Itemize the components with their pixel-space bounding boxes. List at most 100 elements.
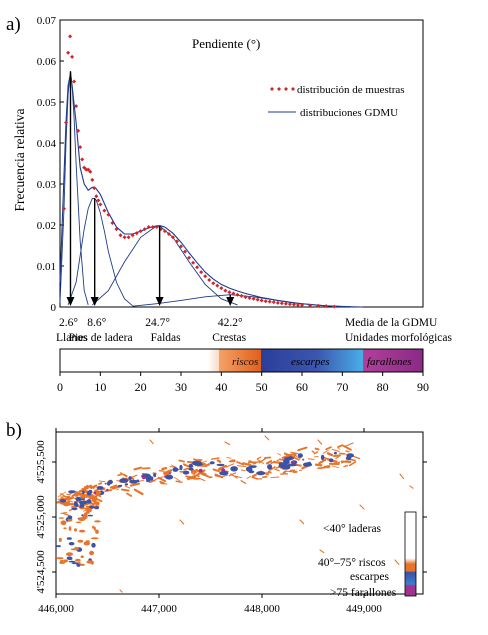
left-lobe-patch — [91, 560, 94, 565]
sample-point — [223, 288, 228, 293]
riscos-patch — [161, 466, 168, 471]
sample-point — [66, 50, 71, 55]
escarpes-patch — [86, 499, 92, 504]
escarpes-patch — [278, 463, 288, 469]
unit-label-1: Pies de ladera — [69, 332, 133, 344]
panel-a-frame — [59, 19, 424, 308]
escarpes-patch — [248, 470, 255, 474]
riscos-patch — [124, 485, 130, 489]
riscos-patch — [290, 451, 299, 455]
escarpes-patch — [188, 463, 193, 468]
left-lobe-patch — [83, 512, 88, 517]
sample-point — [114, 227, 119, 232]
sample-point — [203, 274, 208, 279]
riscos-patch — [341, 460, 348, 464]
left-lobe-patch — [68, 490, 76, 494]
color-scale-bar: riscos escarpes farallones — [59, 348, 424, 373]
speck — [319, 549, 325, 554]
riscos-patch — [228, 472, 237, 477]
riscos-patch — [86, 484, 93, 489]
scale-tick-label: 0 — [57, 380, 63, 394]
scale-riscos — [219, 349, 261, 372]
riscos-patch — [345, 450, 350, 453]
sample-point — [68, 34, 73, 39]
riscos-patch — [272, 461, 282, 464]
sample-point — [179, 244, 183, 249]
left-lobe-patch — [68, 526, 72, 531]
speck — [264, 435, 270, 441]
map-y-tick-label: 4'525,000 — [35, 495, 47, 539]
map-axis-ticks: 446,000 447,000 448,000 449,000 4'524,500 4'5… — [35, 428, 427, 615]
riscos-patch — [93, 493, 102, 498]
riscos-patch — [226, 457, 232, 459]
legend-sample-marker — [270, 87, 274, 91]
left-lobe-patch — [94, 506, 100, 510]
sample-point — [154, 225, 159, 230]
sample-point — [166, 232, 171, 237]
sample-point — [98, 202, 103, 207]
farallones-patch — [302, 458, 305, 461]
sample-point — [126, 235, 131, 240]
left-lobe-patch — [87, 514, 94, 517]
left-lobe-patch — [85, 510, 90, 514]
riscos-patch — [317, 466, 327, 470]
scale-tick-label: 50 — [256, 380, 268, 394]
riscos-patch — [248, 460, 257, 465]
left-lobe-patch — [56, 545, 61, 548]
panel-a-legend: distribución de muestras distribuciones … — [268, 84, 405, 119]
sample-point — [275, 300, 280, 305]
riscos-patch — [256, 456, 262, 460]
sample-point — [207, 277, 212, 282]
scale-tick-label: 80 — [377, 380, 389, 394]
riscos-patch — [337, 448, 341, 450]
riscos-patch — [117, 473, 122, 477]
sample-point — [215, 283, 220, 288]
escarpes-patch — [297, 453, 303, 458]
escarpes-patch — [96, 486, 104, 490]
riscos-patch — [345, 442, 354, 447]
sample-point — [72, 79, 77, 84]
escarpes-patch — [188, 467, 194, 471]
sample-point — [191, 260, 196, 265]
left-lobe-patch — [90, 537, 99, 540]
riscos-patch — [234, 475, 243, 479]
sample-point — [76, 128, 81, 133]
riscos-patch — [60, 493, 67, 498]
escarpes-patch — [86, 490, 92, 496]
sample-point — [231, 291, 236, 296]
mean-value-0: 2.6° — [59, 317, 78, 329]
y-tick-label: 0.02 — [37, 220, 56, 232]
riscos-patch — [348, 460, 357, 467]
riscos-patch — [173, 476, 181, 482]
riscos-patch — [214, 474, 221, 478]
escarpes-patch — [172, 467, 179, 472]
riscos-patch — [204, 463, 211, 468]
riscos-patch — [343, 464, 349, 468]
riscos-patch — [276, 458, 281, 462]
riscos-patch — [265, 460, 273, 465]
map-panel: <40° laderas 40°–75° riscos escarpes >75… — [55, 431, 424, 599]
sample-point — [263, 299, 268, 304]
y-tick-label: 0 — [51, 302, 57, 314]
legend-samples-label: distribución de muestras — [297, 84, 405, 96]
riscos-patch — [129, 482, 141, 487]
sample-point — [187, 255, 192, 260]
map-legend-mid1: 40°–75° riscos — [318, 557, 386, 569]
y-tick-label: 0.06 — [37, 56, 57, 68]
escarpes-patch — [197, 461, 202, 466]
sample-point — [247, 295, 252, 300]
sample-point — [199, 270, 204, 275]
riscos-patch — [66, 493, 71, 496]
map-x-tick-label: 448,000 — [244, 603, 280, 615]
map-legend-mid2: escarpes — [350, 571, 389, 583]
riscos-patch — [258, 458, 266, 464]
left-lobe-patch — [60, 559, 64, 563]
left-lobe-patch — [70, 548, 78, 551]
riscos-patch — [342, 445, 352, 451]
scale-label-farallones: farallones — [367, 356, 412, 368]
left-lobe-patch — [79, 507, 87, 510]
riscos-patch — [282, 470, 287, 474]
riscos-patch — [210, 457, 220, 460]
sample-point — [300, 302, 304, 307]
riscos-patch — [192, 458, 201, 462]
